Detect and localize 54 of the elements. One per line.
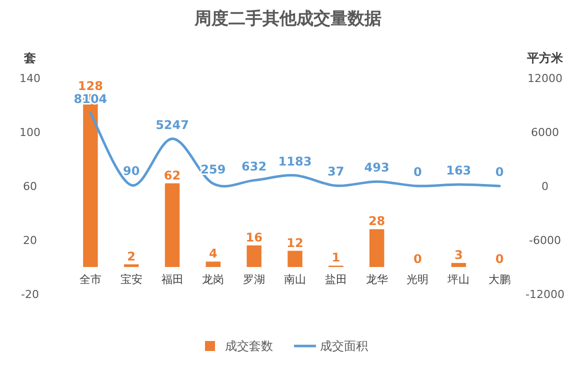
- data-label: 0: [414, 252, 422, 266]
- data-label: 259: [200, 162, 226, 177]
- data-label: 12: [286, 236, 304, 250]
- bar: [451, 262, 466, 267]
- x-tick-label: 光明: [406, 273, 429, 286]
- data-label: 128: [78, 79, 103, 94]
- x-tick-label: 龙华: [366, 273, 388, 286]
- y2-tick-label: 0: [542, 180, 548, 193]
- y2-tick-label: -6000: [529, 234, 561, 247]
- data-label: 37: [328, 164, 344, 179]
- data-label: 0: [414, 165, 422, 179]
- data-label: 1183: [278, 154, 312, 168]
- bar: [206, 262, 221, 267]
- data-label: 4: [209, 246, 218, 261]
- x-tick-label: 龙岗: [202, 273, 224, 286]
- y-tick-label: 100: [20, 126, 40, 139]
- y-tick-label: 20: [23, 234, 37, 247]
- y2-tick-label: -12000: [526, 288, 564, 301]
- y-tick-label: 60: [23, 180, 37, 193]
- data-label: 3: [454, 248, 463, 262]
- data-label: 62: [164, 168, 181, 182]
- data-label: 1: [332, 250, 340, 265]
- bar: [288, 250, 302, 267]
- bar: [164, 183, 180, 267]
- data-label: 16: [246, 230, 262, 244]
- data-label: 5247: [156, 118, 189, 132]
- legend-label: 成交面积: [320, 339, 368, 353]
- data-label: 0: [495, 165, 504, 179]
- x-tick-label: 罗湖: [243, 273, 266, 286]
- data-label: 28: [368, 214, 386, 228]
- data-label: 0: [495, 252, 504, 266]
- legend-label: 成交套数: [225, 339, 273, 353]
- x-tick-label: 南山: [284, 273, 306, 286]
- chart-title: 周度二手其他成交量数据: [194, 9, 382, 29]
- bar: [369, 229, 384, 267]
- data-label: 493: [364, 160, 390, 175]
- bar: [124, 264, 139, 267]
- y-axis-title: 套: [23, 51, 36, 65]
- x-tick-label: 大鹏: [488, 273, 511, 286]
- y2-tick-label: 12000: [528, 72, 562, 85]
- bar: [246, 245, 262, 267]
- x-tick-label: 盐田: [324, 273, 347, 286]
- y2-tick-label: 6000: [531, 126, 559, 139]
- data-label: 2: [127, 249, 136, 264]
- data-label: 632: [242, 159, 267, 174]
- y-tick-label: 140: [20, 72, 40, 85]
- x-tick-label: 宝安: [120, 273, 142, 286]
- y-tick-label: -20: [21, 288, 39, 301]
- x-tick-label: 坪山: [446, 273, 470, 286]
- y2-axis-title: 平方米: [526, 51, 564, 65]
- x-tick-label: 全市: [79, 273, 102, 286]
- data-label: 163: [446, 164, 472, 178]
- x-tick-label: 福田: [161, 273, 184, 286]
- data-label: 90: [123, 164, 140, 178]
